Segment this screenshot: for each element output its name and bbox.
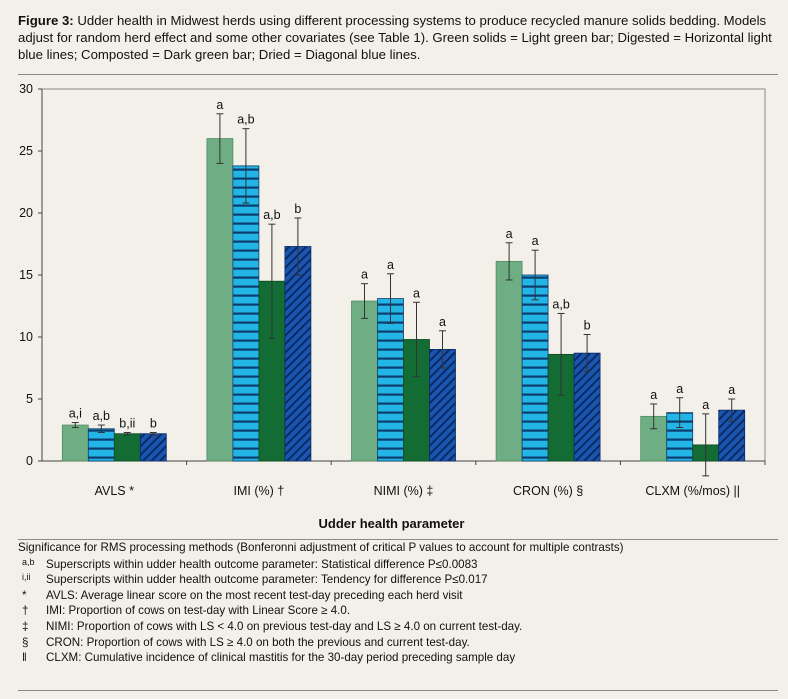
data-label: a [532, 234, 539, 248]
bar [113, 433, 141, 462]
data-label: b [150, 416, 157, 430]
x-tick-label: AVLS * [95, 484, 135, 498]
note-text: NIMI: Proportion of cows with LS < 4.0 o… [46, 619, 523, 633]
top-rule [18, 74, 778, 75]
figure-caption: Figure 3: Udder health in Midwest herds … [18, 12, 778, 63]
note-symbol: i,ii [22, 572, 31, 583]
bar [377, 298, 404, 462]
bar [232, 165, 260, 462]
y-tick-label: 20 [19, 206, 33, 220]
data-label: a [702, 398, 709, 412]
data-label: a [439, 315, 446, 329]
note-symbol: ǁ [22, 651, 27, 665]
x-tick-label: IMI (%) † [234, 484, 285, 498]
bar [351, 300, 378, 462]
bar [139, 433, 167, 462]
y-tick-label: 5 [26, 392, 33, 406]
notes-list: a,b Superscripts within udder health outc… [18, 557, 778, 666]
bar [284, 246, 312, 462]
note-row: * AVLS: Average linear score on the most … [18, 588, 778, 604]
note-row: ‡ NIMI: Proportion of cows with LS < 4.0 … [18, 619, 778, 635]
x-tick-label: CRON (%) § [513, 484, 583, 498]
y-tick-label: 0 [26, 454, 33, 468]
note-text: AVLS: Average linear score on the most r… [46, 588, 463, 602]
data-label: a,b [93, 409, 110, 423]
footnotes: Significance for RMS processing methods … [18, 540, 778, 666]
bar [206, 138, 234, 462]
note-row: † IMI: Proportion of cows on test-day wit… [18, 603, 778, 619]
y-tick-label: 30 [19, 82, 33, 96]
y-tick-label: 25 [19, 144, 33, 158]
data-label: a [728, 383, 735, 397]
data-label: a [216, 98, 223, 112]
notes-top-rule [18, 539, 778, 540]
note-text: Superscripts within udder health outcome… [46, 557, 478, 571]
data-label: a [676, 382, 683, 396]
note-row: § CRON: Proportion of cows with LS ≥ 4.0 … [18, 635, 778, 651]
note-text: CRON: Proportion of cows with LS ≥ 4.0 o… [46, 635, 470, 649]
bar [87, 428, 115, 462]
data-label: b [294, 202, 301, 216]
data-label: a,i [69, 407, 82, 421]
data-label: a [650, 388, 657, 402]
note-row: a,b Superscripts within udder health outc… [18, 557, 778, 573]
bottom-rule [18, 690, 778, 691]
notes-heading: Significance for RMS processing methods … [18, 541, 624, 554]
note-symbol: ‡ [22, 619, 29, 633]
note-row: i,ii Superscripts within udder health out… [18, 572, 778, 588]
note-symbol: a,b [22, 556, 35, 567]
x-tick-label: CLXM (%/mos) || [645, 484, 740, 498]
bar [521, 274, 549, 462]
note-text: CLXM: Cumulative incidence of clinical m… [46, 651, 516, 665]
y-tick-label: 10 [19, 330, 33, 344]
note-symbol: * [22, 588, 27, 602]
figure-label: Figure 3: [18, 13, 74, 28]
data-label: a [413, 286, 420, 300]
data-label: a,b [552, 297, 569, 311]
data-label: a [361, 268, 368, 282]
note-text: Superscripts within udder health outcome… [46, 573, 488, 587]
y-tick-label: 15 [19, 268, 33, 282]
data-label: b,ii [119, 416, 135, 430]
bar [61, 424, 89, 462]
data-label: a,b [263, 208, 280, 222]
note-text: IMI: Proportion of cows on test-day with… [46, 604, 351, 618]
data-label: a [387, 258, 394, 272]
figure-caption-text: Udder health in Midwest herds using diff… [18, 13, 772, 62]
note-row: ǁ CLXM: Cumulative incidence of clinical … [18, 650, 778, 666]
data-label: a,b [237, 113, 254, 127]
note-symbol: † [22, 604, 29, 618]
x-tick-label: NIMI (%) ‡ [374, 484, 434, 498]
x-axis-title: Udder health parameter [319, 516, 465, 531]
data-label: b [584, 319, 591, 333]
note-symbol: § [22, 635, 29, 649]
bar [495, 260, 523, 462]
data-label: a [506, 227, 513, 241]
